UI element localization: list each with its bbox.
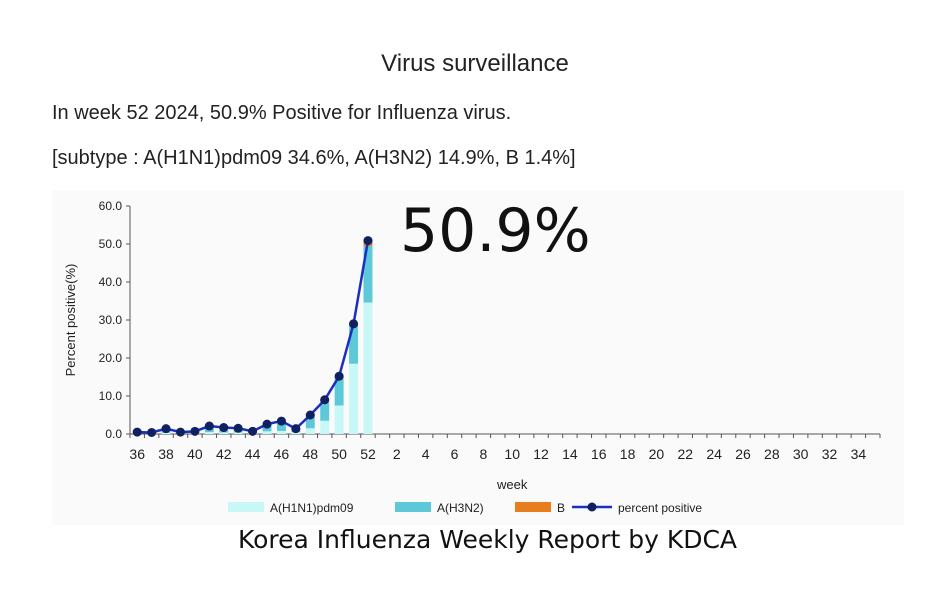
- y-tick-label: 20.0: [99, 351, 123, 365]
- percent-positive-line: [137, 240, 370, 434]
- legend-swatch-b: [515, 502, 551, 512]
- bar-a-h3n2-: [320, 401, 330, 421]
- x-tick-label: 32: [822, 446, 838, 462]
- x-tick-label: 14: [562, 446, 578, 462]
- bar-a-h1n1-pdm09: [204, 432, 214, 434]
- percent-positive-point: [175, 427, 185, 437]
- percent-positive-point: [349, 319, 359, 329]
- percent-positive-point: [147, 427, 157, 437]
- x-tick-label: 38: [158, 446, 174, 462]
- percent-positive-point: [233, 423, 243, 433]
- bar-a-h1n1-pdm09: [334, 405, 344, 434]
- chart-title: Virus surveillance: [381, 50, 569, 77]
- bar-a-h1n1-pdm09: [320, 420, 330, 434]
- x-tick-label: 28: [764, 446, 780, 462]
- bar-a-h1n1-pdm09: [363, 302, 373, 434]
- bar-a-h3n2-: [363, 245, 373, 303]
- x-axis-label: week: [496, 477, 528, 492]
- x-tick-label: 18: [620, 446, 636, 462]
- x-tick-label: 22: [677, 446, 693, 462]
- legend-swatch-h1n1: [228, 502, 264, 512]
- bar-a-h3n2-: [349, 325, 359, 364]
- x-tick-label: 40: [187, 446, 203, 462]
- summary-text: In week 52 2024, 50.9% Positive for Infl…: [52, 102, 512, 124]
- bar-a-h1n1-pdm09: [349, 363, 359, 434]
- x-tick-label: 48: [302, 446, 318, 462]
- x-tick-label: 26: [735, 446, 751, 462]
- x-tick-label: 16: [591, 446, 607, 462]
- x-tick-label: 4: [422, 446, 430, 462]
- bar-a-h1n1-pdm09: [161, 432, 171, 434]
- bar-a-h1n1-pdm09: [305, 428, 315, 434]
- legend-label-h1n1: A(H1N1)pdm09: [270, 501, 354, 515]
- x-tick-label: 36: [129, 446, 145, 462]
- bar-a-h3n2-: [276, 422, 286, 431]
- percent-positive-point: [204, 421, 214, 431]
- legend-label-line: percent positive: [618, 501, 702, 515]
- y-tick-label: 60.0: [99, 199, 123, 213]
- percent-positive-point: [161, 424, 171, 434]
- legend-label-b: B: [557, 501, 565, 515]
- percent-positive-point: [320, 395, 330, 405]
- x-tick-label: 2: [393, 446, 401, 462]
- percent-positive-point: [190, 426, 200, 436]
- x-tick-label: 12: [533, 446, 549, 462]
- x-tick-label: 50: [331, 446, 347, 462]
- bar-a-h1n1-pdm09: [276, 430, 286, 434]
- positive-rate-callout: 50.9%: [400, 196, 591, 266]
- x-tick-label: 30: [793, 446, 809, 462]
- x-tick-label: 8: [479, 446, 487, 462]
- percent-positive-point: [291, 424, 301, 434]
- x-tick-label: 34: [851, 446, 867, 462]
- percent-positive-point: [305, 410, 315, 420]
- x-tick-label: 20: [649, 446, 665, 462]
- footer-credit: Korea Influenza Weekly Report by KDCA: [237, 525, 738, 554]
- chart-panel: [52, 190, 904, 525]
- legend-swatch-marker: [587, 502, 597, 512]
- percent-positive-point: [132, 427, 142, 437]
- y-tick-label: 40.0: [99, 275, 123, 289]
- legend-swatch-h3n2: [395, 502, 431, 512]
- percent-positive-point: [248, 426, 258, 436]
- bar-a-h1n1-pdm09: [262, 431, 272, 434]
- x-tick-label: 24: [706, 446, 722, 462]
- percent-positive-point: [276, 416, 286, 426]
- percent-positive-point: [334, 371, 344, 381]
- y-tick-label: 50.0: [99, 237, 123, 251]
- x-tick-label: 42: [216, 446, 232, 462]
- x-tick-label: 52: [360, 446, 376, 462]
- bar-a-h3n2-: [305, 416, 315, 429]
- bar-a-h3n2-: [334, 377, 344, 406]
- x-tick-label: 10: [504, 446, 520, 462]
- legend-label-h3n2: A(H3N2): [437, 501, 484, 515]
- y-axis-label: Percent positive(%): [63, 264, 78, 377]
- percent-positive-point: [262, 419, 272, 429]
- percent-positive-point: [219, 423, 229, 433]
- y-tick-label: 0.0: [105, 427, 122, 441]
- y-tick-label: 30.0: [99, 313, 123, 327]
- bar-a-h1n1-pdm09: [219, 432, 229, 434]
- subtype-text: [subtype : A(H1N1)pdm09 34.6%, A(H3N2) 1…: [52, 147, 576, 169]
- bar-a-h1n1-pdm09: [233, 432, 243, 434]
- x-tick-label: 6: [451, 446, 459, 462]
- y-tick-label: 10.0: [99, 389, 123, 403]
- x-tick-label: 44: [245, 446, 261, 462]
- percent-positive-point: [363, 236, 373, 246]
- x-tick-label: 46: [274, 446, 290, 462]
